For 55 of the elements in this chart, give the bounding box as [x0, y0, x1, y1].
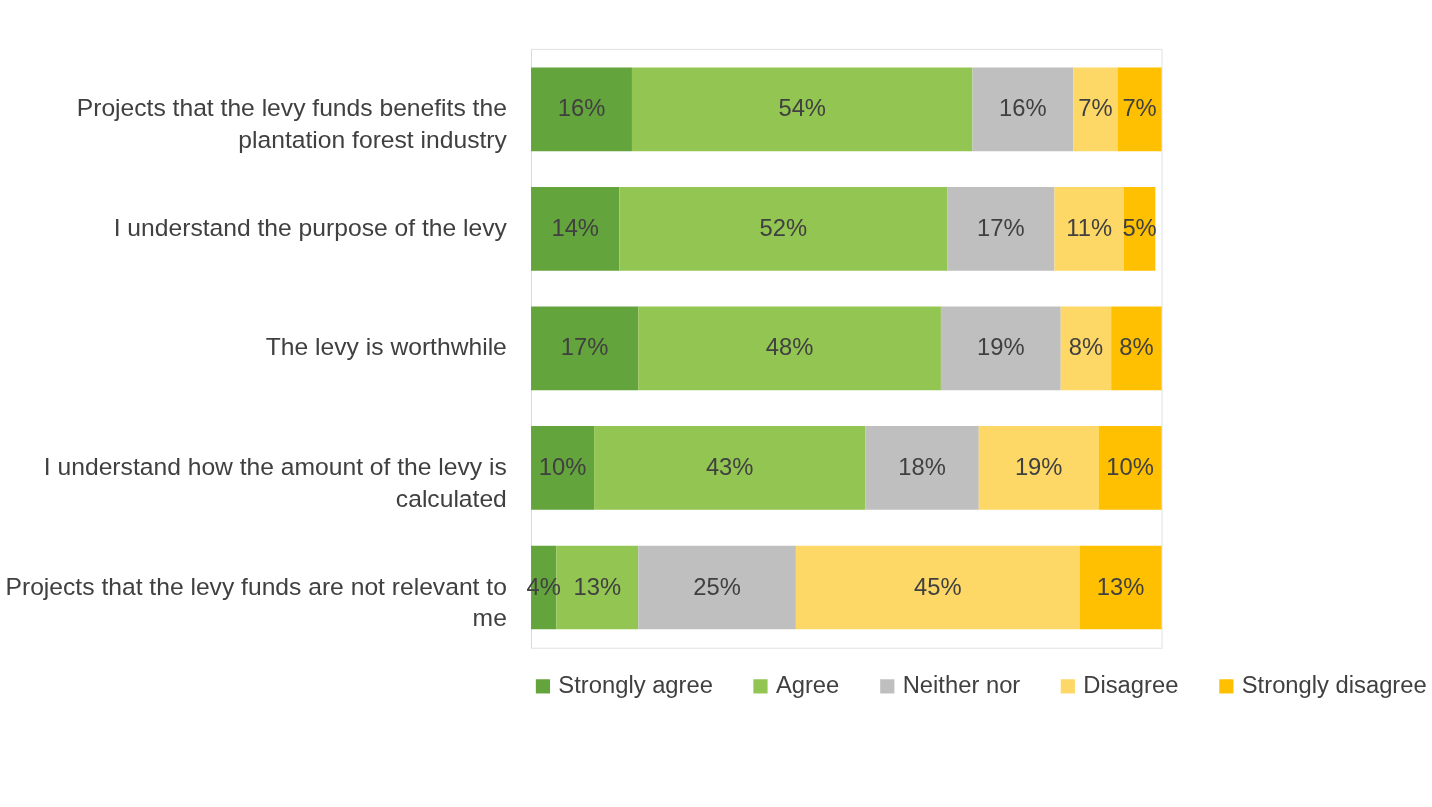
bar	[619, 187, 948, 271]
data-label: 25%	[693, 572, 741, 600]
data-label: 16%	[999, 94, 1047, 122]
data-label: 17%	[977, 213, 1025, 241]
bar	[531, 426, 595, 510]
bar	[1073, 67, 1118, 152]
data-label: 54%	[778, 94, 826, 122]
bar	[1111, 306, 1162, 391]
bar	[865, 426, 979, 510]
bar	[594, 426, 866, 510]
y-tick-label: The levy is worthwhile	[265, 333, 507, 361]
bar	[978, 426, 1099, 510]
y-tick-label: I understand how the amount of the levy is calculated	[43, 452, 507, 512]
bar	[531, 306, 639, 391]
data-label: 8%	[1119, 333, 1154, 361]
data-label: 13%	[573, 572, 622, 600]
data-label: 19%	[977, 333, 1025, 361]
bar	[1098, 426, 1162, 510]
bar	[638, 306, 941, 391]
data-label: 8%	[1068, 333, 1104, 361]
legend-label: Strongly agree	[558, 671, 713, 699]
bar	[947, 187, 1055, 271]
legend-label: Neither nor	[902, 671, 1021, 699]
bar	[638, 545, 796, 630]
bar	[940, 306, 1061, 391]
data-label: 17%	[560, 333, 609, 361]
bar	[631, 67, 973, 152]
data-label: 16%	[557, 94, 606, 122]
bar	[1079, 545, 1162, 630]
data-label: 10%	[538, 452, 587, 480]
y-tick-label: Projects that the levy funds are not relevant to me	[5, 572, 507, 632]
bar	[1054, 187, 1124, 271]
data-label: 13%	[1096, 572, 1145, 600]
bar	[1060, 306, 1112, 391]
data-label: 18%	[898, 452, 946, 480]
bar	[531, 187, 620, 271]
y-tick-label: Projects that the levy funds benefits the plantation forest industry	[76, 94, 508, 154]
legend-label: Agree	[775, 671, 840, 699]
data-label: 19%	[1014, 452, 1063, 480]
bar	[531, 67, 632, 152]
data-label: 45%	[913, 572, 962, 600]
y-tick-label: I understand the purpose of the levy	[113, 213, 508, 241]
data-label: 7%	[1078, 94, 1113, 122]
data-label: 11%	[1066, 213, 1113, 241]
bar	[972, 67, 1074, 152]
data-label: 7%	[1122, 94, 1157, 122]
data-label: 10%	[1106, 452, 1154, 480]
bar	[1117, 67, 1162, 152]
data-label: 43%	[705, 452, 754, 480]
data-label: 48%	[765, 333, 814, 361]
bar	[795, 545, 1080, 630]
data-label: 14%	[551, 213, 599, 241]
data-label: 52%	[759, 213, 808, 241]
legend-label: Disagree	[1083, 671, 1179, 699]
legend-label: Strongly disagree	[1241, 671, 1427, 699]
